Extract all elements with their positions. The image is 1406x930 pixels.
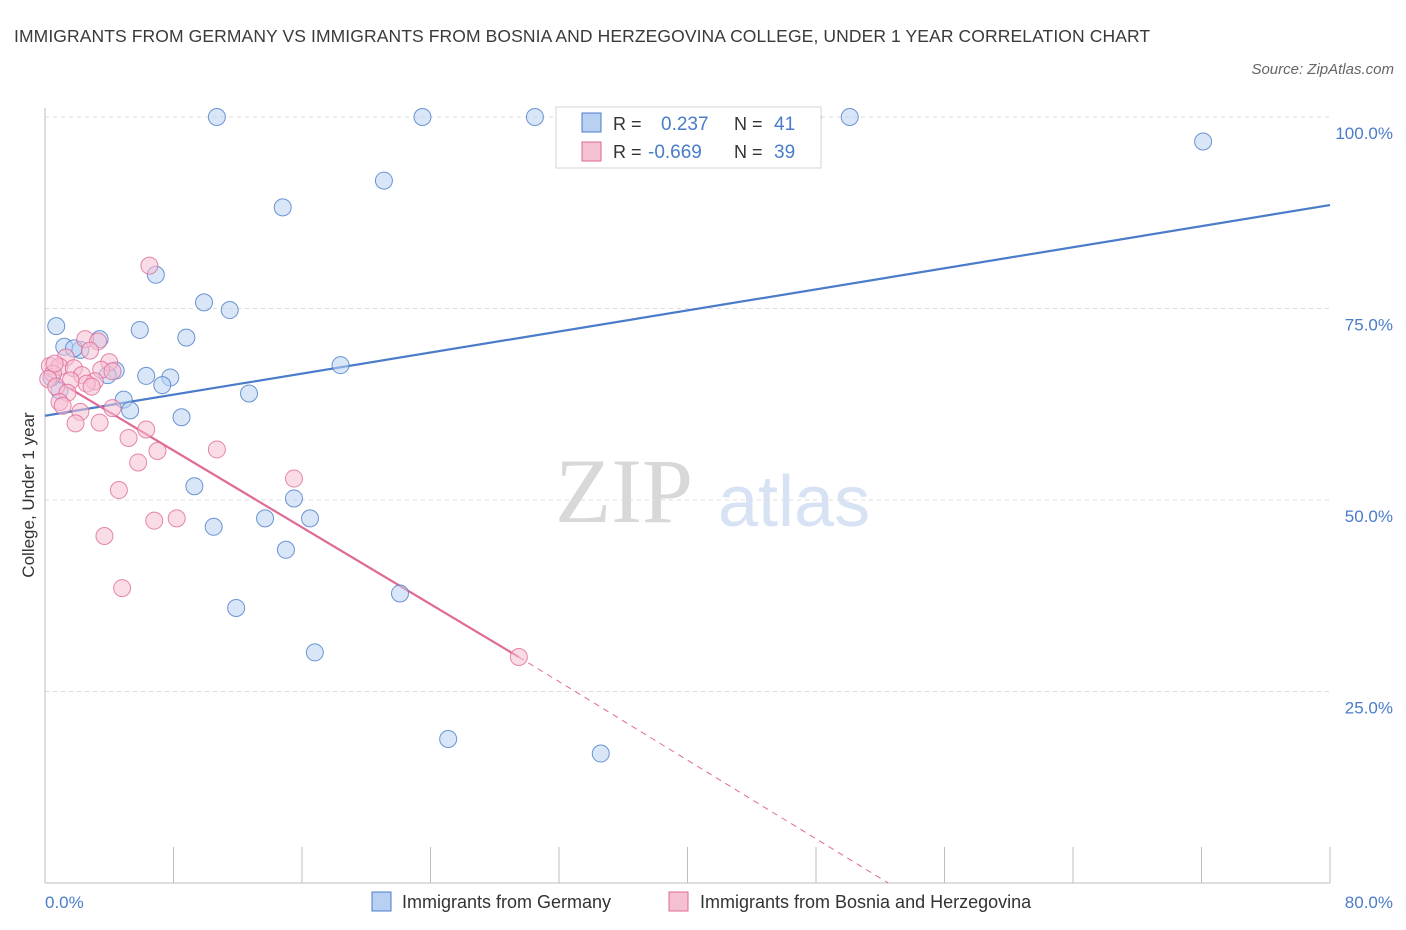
stats-swatch-germany: [581, 112, 602, 133]
germany-point-5: [1194, 132, 1213, 151]
bosnia-point-24: [66, 414, 85, 433]
bosnia-point-27: [119, 428, 138, 447]
stats-n-label-bosnia: N =: [734, 142, 763, 162]
bosnia-point-19: [82, 377, 101, 396]
germany-point-10: [220, 301, 239, 320]
stats-r-value-germany: 0.237: [661, 114, 709, 135]
watermark-atlas: atlas: [718, 462, 870, 542]
x-tick-label-min: 0.0%: [45, 893, 84, 912]
germany-point-28: [172, 408, 191, 427]
bosnia-point-26: [137, 420, 156, 439]
germany-point-37: [305, 643, 324, 662]
stats-r-label-germany: R =: [613, 114, 642, 134]
germany-point-30: [284, 489, 303, 508]
trend-line-bosnia-extension: [518, 656, 889, 884]
legend-label-germany: Immigrants from Germany: [402, 892, 611, 912]
stats-swatch-bosnia: [581, 141, 602, 162]
y-tick-label-1: 75.0%: [1345, 316, 1393, 335]
germany-point-25: [239, 384, 258, 403]
germany-point-31: [256, 509, 275, 528]
germany-point-12: [130, 320, 149, 339]
germany-point-39: [591, 744, 610, 763]
germany-point-22: [153, 376, 172, 395]
y-axis-title: College, Under 1 year: [19, 412, 38, 578]
bosnia-point-29: [148, 441, 167, 460]
y-tick-label-2: 50.0%: [1345, 507, 1393, 526]
legend-swatch-germany: [371, 891, 392, 912]
source-label: Source: ZipAtlas.com: [1251, 61, 1394, 78]
bosnia-point-33: [167, 509, 186, 528]
germany-point-38: [439, 729, 458, 748]
germany-point-35: [390, 584, 409, 603]
germany-points: [42, 108, 1213, 763]
bosnia-point-22: [103, 399, 122, 418]
stats-legend: R = 0.237 N = 41 R = -0.669 N = 39: [555, 106, 822, 169]
germany-point-18: [331, 356, 350, 375]
legend-swatch-bosnia: [668, 891, 689, 912]
germany-point-36: [227, 599, 246, 618]
bosnia-point-30: [129, 453, 148, 472]
germany-point-1: [413, 108, 432, 126]
bosnia-point-12: [103, 362, 122, 381]
germany-point-6: [374, 171, 393, 190]
bosnia-point-3: [80, 341, 99, 360]
bosnia-point-31: [284, 469, 303, 488]
germany-point-0: [207, 108, 226, 126]
bosnia-point-34: [145, 511, 164, 530]
germany-point-7: [273, 198, 292, 217]
germany-point-11: [47, 317, 66, 336]
bosnia-point-35: [95, 527, 114, 546]
stats-r-label-bosnia: R =: [613, 142, 642, 162]
watermark-zip: ZIP: [555, 440, 693, 542]
y-tick-label-0: 100.0%: [1335, 124, 1393, 143]
bosnia-point-0: [140, 256, 159, 275]
germany-point-9: [195, 293, 214, 312]
bosnia-point-25: [90, 413, 109, 432]
germany-point-4: [840, 108, 859, 126]
bosnia-point-28: [207, 440, 226, 459]
germany-point-34: [276, 540, 295, 559]
stats-n-value-bosnia: 39: [774, 142, 795, 163]
bosnia-points: [39, 256, 528, 667]
x-tick-label-max: 80.0%: [1345, 893, 1393, 912]
germany-point-2: [525, 108, 544, 126]
germany-point-32: [301, 509, 320, 528]
legend-label-bosnia: Immigrants from Bosnia and Herzegovina: [700, 892, 1032, 912]
trend-line-germany: [44, 204, 1331, 417]
germany-point-29: [185, 477, 204, 496]
bosnia-point-21: [53, 396, 72, 415]
axes: [44, 108, 1331, 884]
stats-n-value-germany: 41: [774, 114, 795, 135]
bosnia-point-36: [113, 579, 132, 598]
series-legend: Immigrants from Germany Immigrants from …: [371, 891, 1032, 912]
stats-r-value-bosnia: -0.669: [648, 142, 702, 163]
bosnia-point-32: [109, 481, 128, 500]
germany-point-27: [121, 401, 140, 420]
trend-lines: [44, 204, 1331, 884]
y-tick-label-3: 25.0%: [1345, 699, 1393, 718]
bosnia-point-38: [45, 354, 64, 373]
y-tick-labels: 100.0% 75.0% 50.0% 25.0%: [1335, 124, 1393, 718]
stats-n-label-germany: N =: [734, 114, 763, 134]
germany-point-13: [177, 328, 196, 347]
germany-point-33: [204, 517, 223, 536]
chart-title: IMMIGRANTS FROM GERMANY VS IMMIGRANTS FR…: [14, 26, 1151, 46]
bosnia-point-37: [509, 648, 528, 667]
trend-line-bosnia: [44, 372, 520, 658]
germany-point-20: [137, 366, 156, 385]
